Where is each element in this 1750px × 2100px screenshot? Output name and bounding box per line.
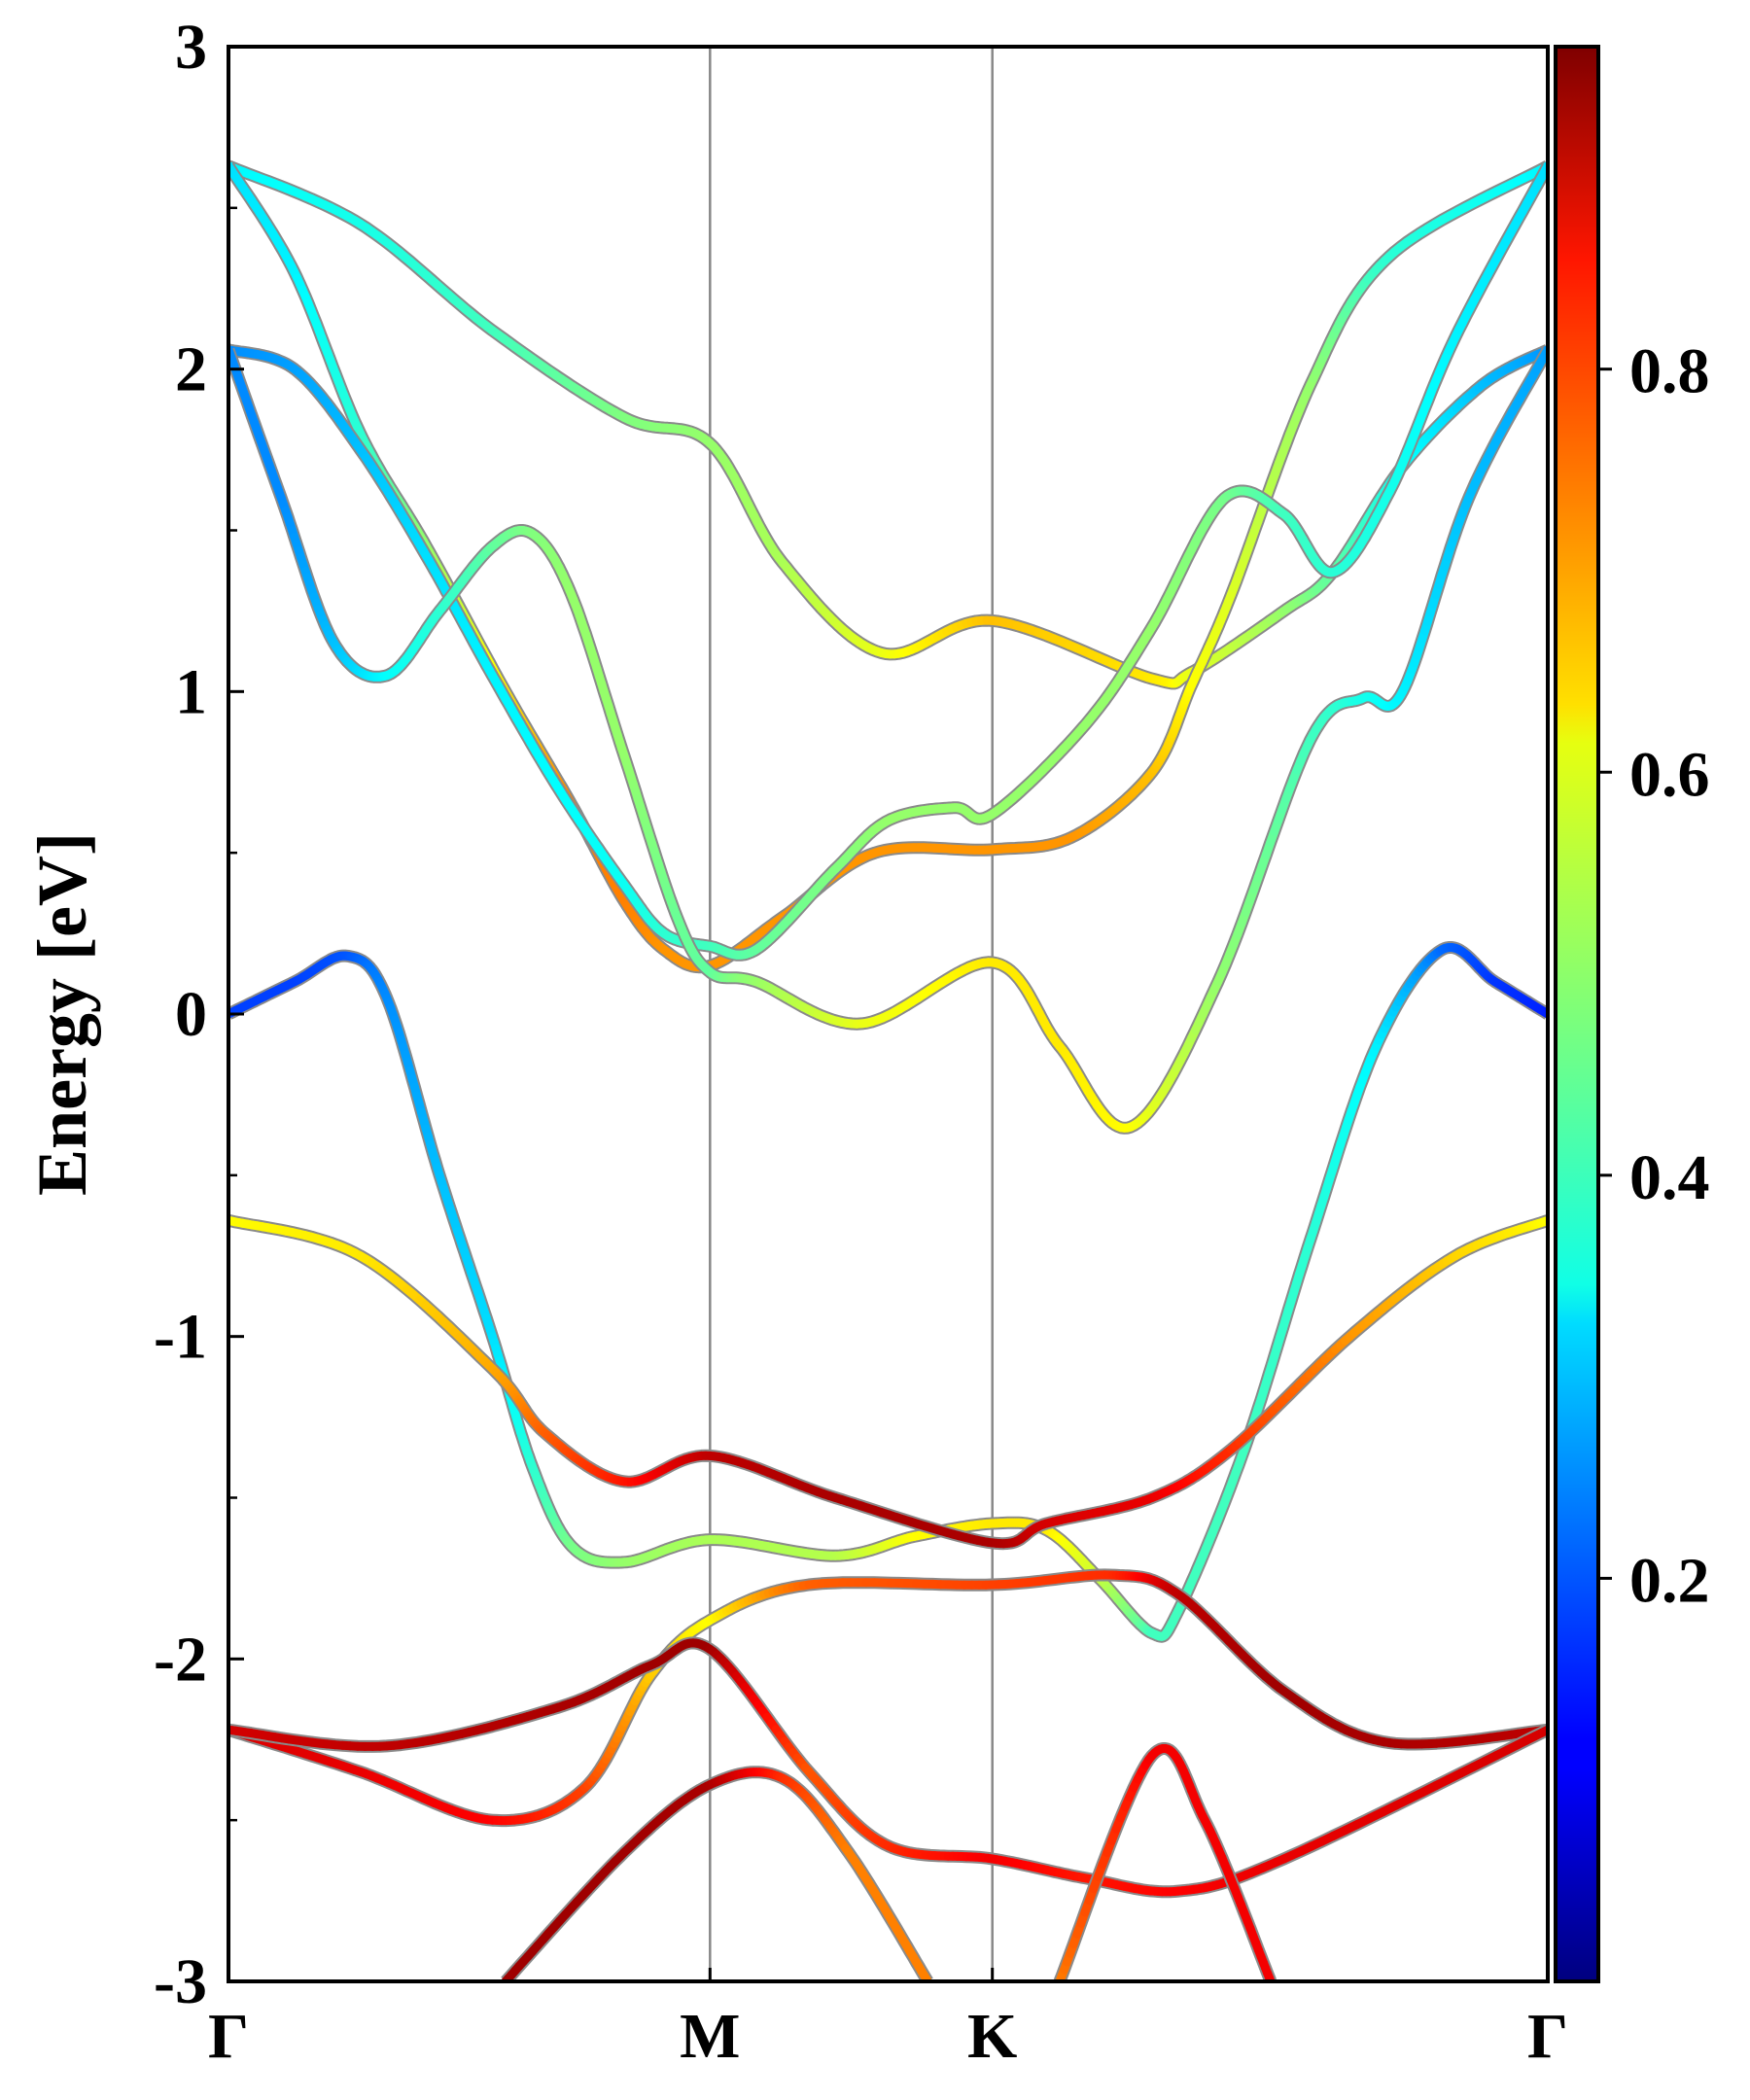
y-tick-label: 0 — [175, 979, 207, 1050]
band — [228, 1568, 1548, 1828]
band — [228, 345, 1548, 1135]
band — [501, 1766, 933, 1981]
y-tick-label: 2 — [175, 334, 207, 405]
y-tick-label: -2 — [154, 1624, 207, 1695]
band-outline — [228, 1568, 1548, 1828]
band-outline — [228, 159, 1548, 690]
colorbar-tick-label: 0.2 — [1629, 1545, 1710, 1616]
band — [228, 161, 1548, 962]
colorbar-tick-label: 0.8 — [1629, 336, 1710, 407]
band — [228, 941, 1548, 1643]
y-tick-label: 3 — [175, 12, 207, 83]
y-axis-title: Energy [eV] — [23, 832, 101, 1196]
colorbar-axis: 0.2 0.4 0.6 0.8 — [1598, 336, 1710, 1616]
band — [1053, 1742, 1278, 1981]
x-tick-label: Γ — [1527, 2001, 1568, 2072]
band — [228, 159, 1548, 690]
y-axis: -3 -2 -1 0 1 2 3 — [154, 12, 244, 2017]
x-tick-label: Γ — [208, 2001, 249, 2072]
colorbar-tick-label: 0.4 — [1629, 1142, 1710, 1213]
y-tick-label: 1 — [175, 656, 207, 727]
y-tick-label: -1 — [154, 1302, 207, 1373]
colorbar-tick-label: 0.6 — [1629, 739, 1710, 810]
band — [228, 1636, 1548, 1899]
x-tick-label: K — [967, 2001, 1017, 2072]
kpoint-gridlines — [709, 47, 994, 1981]
band-outline — [228, 1636, 1548, 1899]
x-tick-label: M — [680, 2001, 740, 2072]
bands — [228, 159, 1548, 1981]
band-outline — [228, 1213, 1548, 1551]
y-tick-label: -3 — [154, 1946, 207, 2017]
band-outline — [228, 941, 1548, 1643]
band — [228, 1213, 1548, 1551]
band-outline — [1053, 1742, 1278, 1981]
colorbar — [1554, 45, 1600, 1983]
